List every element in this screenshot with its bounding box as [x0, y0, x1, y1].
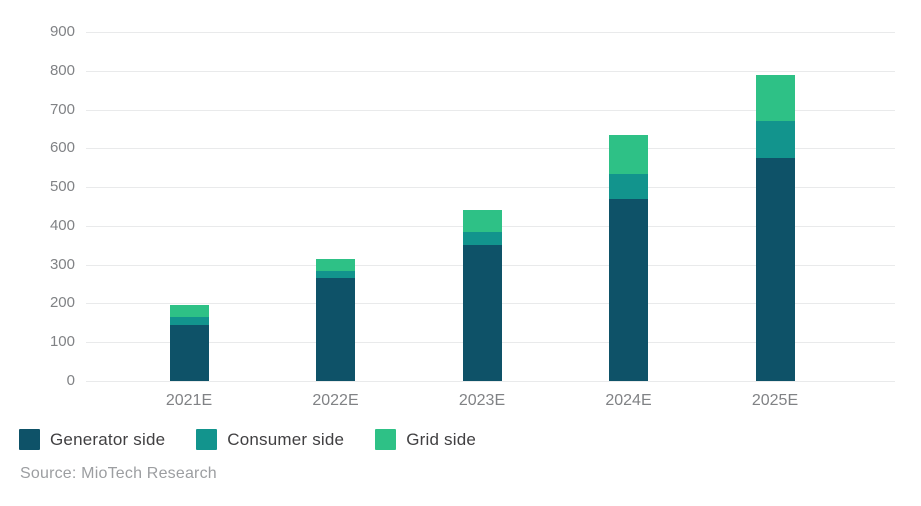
- bar-2025e: [755, 74, 795, 381]
- legend-item-grid-side: Grid side: [375, 429, 476, 450]
- bar-segment-generator-side-2023e: [462, 245, 502, 381]
- x-tick-label-2021e: 2021E: [165, 392, 213, 409]
- bar-segment-generator-side-2021e: [169, 324, 209, 381]
- legend-item-consumer-side: Consumer side: [196, 429, 344, 450]
- bar-segment-grid-side-2021e: [169, 305, 209, 318]
- bar-segment-consumer-side-2024e: [609, 173, 648, 199]
- y-tick-label-300: 300: [49, 255, 75, 273]
- bar-2024e: [609, 134, 648, 381]
- plot-area: [86, 32, 895, 382]
- legend-label-generator-side: Generator side: [50, 429, 166, 449]
- bar-segment-consumer-side-2025e: [755, 121, 795, 159]
- bar-2021e: [169, 305, 209, 381]
- bar-segment-grid-side-2023e: [462, 210, 502, 232]
- legend-label-consumer-side: Consumer side: [227, 429, 345, 449]
- x-tick-label-2025e: 2025E: [751, 392, 799, 409]
- legend-item-generator-side: Generator side: [19, 429, 165, 450]
- y-tick-label-100: 100: [49, 333, 75, 351]
- legend-label-grid-side: Grid side: [406, 429, 477, 449]
- x-tick-label-2024e: 2024E: [605, 392, 652, 409]
- bar-segment-generator-side-2022e: [316, 278, 355, 381]
- y-tick-label-500: 500: [49, 178, 75, 196]
- gridline-0: [86, 381, 895, 382]
- legend-swatch-grid-side: [375, 429, 397, 450]
- legend: Generator side Consumer side Grid side: [19, 429, 476, 450]
- x-tick-label-2022e: 2022E: [312, 392, 359, 409]
- bar-2022e: [316, 258, 355, 381]
- y-tick-label-700: 700: [49, 100, 75, 118]
- y-tick-label-600: 600: [49, 139, 75, 157]
- gridline-900: [86, 32, 895, 33]
- bar-segment-grid-side-2024e: [609, 134, 648, 174]
- y-tick-label-800: 800: [49, 61, 75, 79]
- gridline-700: [86, 109, 895, 111]
- y-tick-label-900: 900: [49, 23, 75, 40]
- bar-2023e: [462, 210, 502, 381]
- bar-segment-consumer-side-2021e: [169, 317, 209, 325]
- source-note: Source: MioTech Research: [20, 465, 217, 482]
- y-tick-label-200: 200: [49, 294, 75, 312]
- gridline-600: [86, 148, 895, 150]
- gridline-800: [86, 70, 895, 72]
- bar-segment-consumer-side-2023e: [462, 231, 502, 246]
- y-tick-label-400: 400: [49, 216, 75, 234]
- bar-segment-generator-side-2024e: [609, 198, 648, 381]
- y-tick-label-0: 0: [66, 372, 75, 389]
- bar-segment-grid-side-2022e: [316, 258, 355, 271]
- bar-segment-grid-side-2025e: [755, 74, 795, 122]
- legend-swatch-generator-side: [19, 429, 40, 450]
- bar-segment-generator-side-2025e: [755, 158, 795, 381]
- gridline-500: [86, 187, 895, 189]
- x-tick-label-2023e: 2023E: [458, 392, 506, 409]
- bar-segment-consumer-side-2022e: [316, 270, 355, 279]
- legend-swatch-consumer-side: [196, 429, 218, 450]
